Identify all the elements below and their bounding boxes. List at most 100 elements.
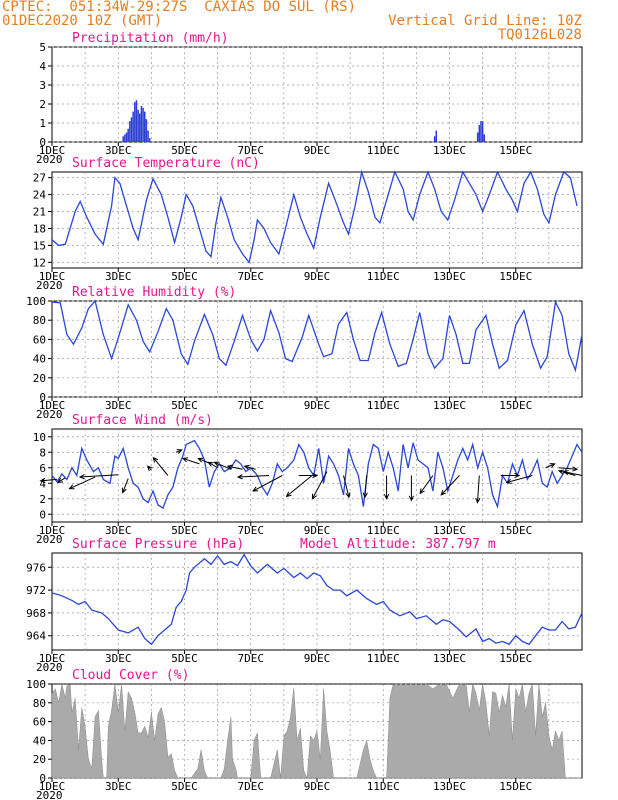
precip-bar [129, 121, 131, 142]
wind-year-label: 2020 [36, 533, 63, 546]
wind-arrow-shaft [152, 457, 169, 476]
wind-ytick-label: 2 [39, 493, 46, 506]
precip-ytick-label: 3 [39, 79, 46, 92]
wind-arrow-head [572, 466, 579, 472]
rh-xtick-label: 9DEC [304, 399, 331, 412]
temp-xtick-label: 5DEC [171, 270, 198, 283]
precip-bar [140, 105, 143, 142]
precip-bar [147, 130, 149, 142]
rh-ytick-label: 0 [39, 391, 46, 404]
precip-bar [134, 102, 136, 142]
pressure-title: Surface Pressure (hPa) [72, 537, 244, 552]
cloud-ytick-label: 80 [33, 697, 46, 710]
header-date: 01DEC2020 10Z (GMT) [2, 13, 163, 29]
precip-year-label: 2020 [36, 153, 63, 166]
temp-xtick-label: 9DEC [304, 270, 331, 283]
precip-bar [127, 128, 129, 142]
precip-bar [137, 109, 139, 142]
wind-arrow-head [252, 486, 259, 492]
precip-bar [132, 111, 134, 142]
precip-title: Precipitation (mm/h) [72, 31, 229, 46]
precip-xtick-label: 3DEC [105, 144, 132, 157]
wind-xtick-label: 15DEC [499, 524, 532, 537]
wind-ytick-label: 4 [39, 477, 46, 490]
precip-bar [433, 136, 436, 142]
rh-xtick-label: 1DEC [39, 399, 66, 412]
rh-title: Relative Humidity (%) [72, 285, 236, 300]
cloud-xtick-label: 5DEC [171, 780, 198, 793]
cloud-xtick-label: 9DEC [304, 780, 331, 793]
wind-arrow-head [557, 469, 564, 475]
wind-ytick-label: 0 [39, 508, 46, 521]
precip-ytick-label: 4 [39, 60, 46, 73]
wind-ytick-label: 6 [39, 462, 46, 475]
cloud-ytick-label: 20 [33, 753, 46, 766]
pressure-xtick-label: 13DEC [433, 652, 466, 665]
pressure-xtick-label: 3DEC [105, 652, 132, 665]
wind-arrow-head [197, 457, 204, 463]
wind-arrow-head [39, 477, 46, 484]
rh-xtick-label: 7DEC [238, 399, 265, 412]
wind-arrow-head [207, 461, 214, 467]
wind-arrow-head [236, 474, 243, 480]
wind-arrow-shaft [440, 475, 460, 496]
temp-ytick-label: 15 [33, 239, 46, 252]
wind-xtick-label: 7DEC [238, 524, 265, 537]
wind-arrow-shaft [558, 467, 578, 470]
precip-ytick-label: 5 [39, 41, 46, 54]
pressure-ytick-label: 964 [26, 630, 46, 643]
cloud-xtick-label: 11DEC [367, 780, 400, 793]
wind-arrow-shaft [419, 475, 434, 494]
wind-xtick-label: 13DEC [433, 524, 466, 537]
wind-arrow-head [152, 456, 159, 463]
pressure-xtick-label: 1DEC [39, 652, 66, 665]
cloud-ytick-label: 0 [39, 772, 46, 785]
wind-arrow-shaft [79, 474, 119, 478]
wind-arrow-shaft [69, 476, 96, 490]
pressure-year-label: 2020 [36, 661, 63, 674]
header-model-code: TQ0126L028 [497, 27, 582, 43]
precip-bar [135, 100, 138, 142]
rh-ytick-label: 100 [26, 295, 46, 308]
rh-ytick-label: 40 [33, 353, 46, 366]
wind-arrow-head [68, 484, 75, 490]
wind-arrow-head [146, 465, 153, 472]
wind-arrow-shaft [214, 461, 232, 470]
precip-bar [435, 130, 437, 142]
temp-xtick-label: 3DEC [105, 270, 132, 283]
pressure-xtick-label: 15DEC [499, 652, 532, 665]
precip-bar [144, 111, 146, 142]
wind-arrow-shaft [286, 475, 313, 497]
cloud-title: Cloud Cover (%) [72, 668, 189, 683]
wind-arrow-shaft [182, 457, 200, 465]
pressure-series-line [51, 553, 583, 646]
wind-arrow-head [243, 464, 250, 470]
wind-arrow-head [505, 478, 512, 484]
wind-arrow-shaft [545, 463, 555, 469]
wind-arrow-head [514, 472, 521, 479]
cloud-xtick-label: 13DEC [433, 780, 466, 793]
wind-arrow-head [213, 461, 220, 467]
precip-xtick-label: 9DEC [304, 144, 331, 157]
temp-xtick-label: 13DEC [433, 270, 466, 283]
cloud-xtick-label: 3DEC [105, 780, 132, 793]
header-station-line: CPTEC: 051:34W-29:27S CAXIAS DO SUL (RS) [2, 0, 357, 15]
cloud-ytick-label: 40 [33, 734, 46, 747]
wind-arrow-shaft [244, 465, 256, 470]
precip-xtick-label: 13DEC [433, 144, 466, 157]
cloud-ytick-label: 100 [26, 678, 46, 691]
precip-xtick-label: 1DEC [39, 144, 66, 157]
pressure-xtick-label: 7DEC [238, 652, 265, 665]
cloud-xtick-label: 7DEC [238, 780, 265, 793]
wind-arrow-shaft [208, 461, 218, 469]
wind-ytick-label: 8 [39, 446, 46, 459]
rh-xtick-label: 11DEC [367, 399, 400, 412]
wind-arrow-head [285, 491, 292, 498]
wind-title: Surface Wind (m/s) [72, 413, 213, 428]
wind-arrow-head [549, 463, 556, 468]
rh-year-label: 2020 [36, 408, 63, 421]
rh-xtick-label: 15DEC [499, 399, 532, 412]
wind-arrow-shaft [237, 475, 269, 478]
wind-arrow-shaft [57, 477, 66, 483]
